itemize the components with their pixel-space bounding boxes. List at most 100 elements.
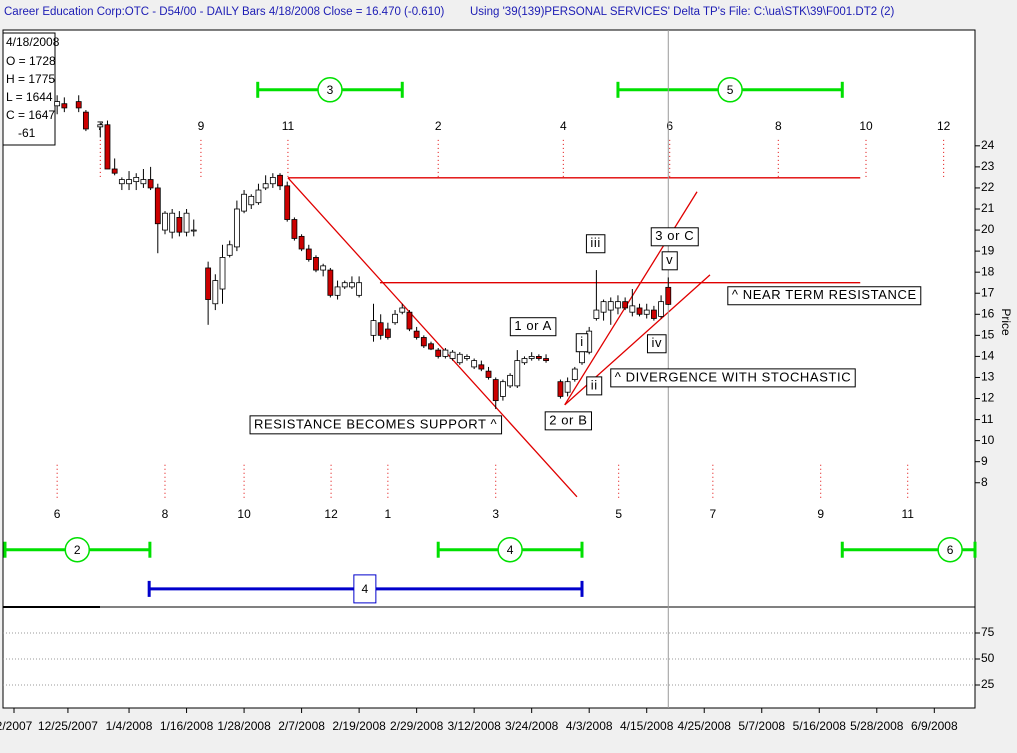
cycle-marker-label: 10 xyxy=(859,119,873,133)
annotation-box xyxy=(249,415,503,435)
x-tick-label: 4/15/2008 xyxy=(620,719,674,733)
y-tick-label: 24 xyxy=(981,138,995,152)
annotation: 3 or C xyxy=(655,228,694,243)
candle-body xyxy=(305,248,312,260)
y-tick-label: 19 xyxy=(981,243,995,257)
candle-body xyxy=(442,349,449,357)
cycle-marker-label: 12 xyxy=(324,507,338,521)
candle-body xyxy=(600,301,607,313)
candle-body xyxy=(183,212,190,233)
candle-body xyxy=(241,193,247,212)
cycle-marker-label: 8 xyxy=(162,507,169,521)
candle-body xyxy=(82,111,89,130)
x-tick-label: 1/28/2008 xyxy=(217,719,271,733)
candle-body xyxy=(607,301,614,311)
candle-body xyxy=(284,185,291,220)
candle-body xyxy=(298,235,305,250)
y-tick-label: 8 xyxy=(981,475,988,489)
candle-body xyxy=(384,328,391,338)
trendline xyxy=(287,177,578,498)
y-tick-label: 15 xyxy=(981,328,995,342)
cycle-label: 6 xyxy=(947,543,954,557)
y-tick-label: 13 xyxy=(981,370,995,384)
candle-body xyxy=(471,360,478,368)
candle-body xyxy=(420,337,427,347)
annotation-box xyxy=(585,234,606,254)
cycle-marker-label: 4 xyxy=(560,119,567,133)
candle-body xyxy=(176,217,183,233)
annotation: iii xyxy=(590,235,600,250)
candle-body xyxy=(377,322,384,336)
candle-body xyxy=(190,229,197,232)
candle-body xyxy=(636,307,643,315)
candle-body xyxy=(456,353,463,364)
candle-body xyxy=(147,179,154,189)
cycle-marker-label: 6 xyxy=(666,119,673,133)
candle-body xyxy=(399,307,406,313)
candle-body xyxy=(327,269,334,296)
info-line: L = 1644 xyxy=(6,90,53,104)
annotation-box xyxy=(610,368,856,388)
cycle-label-box xyxy=(353,574,377,604)
cycle-label-circle xyxy=(937,536,963,563)
x-tick-label: 5/16/2008 xyxy=(793,719,847,733)
cycle-marker-label: 7 xyxy=(710,507,717,521)
candle-body xyxy=(449,351,456,359)
cycle-label: 5 xyxy=(727,83,734,97)
y-tick-label: 16 xyxy=(981,306,995,320)
x-tick-label: 5/7/2008 xyxy=(738,719,785,733)
annotation: v xyxy=(666,252,673,267)
cycle-label: 4 xyxy=(507,543,514,557)
cycle-marker-label: 10 xyxy=(237,507,251,521)
info-line: O = 1728 xyxy=(6,54,56,68)
candle-body xyxy=(61,103,68,109)
cycle-label: 4 xyxy=(362,582,369,596)
candle-body xyxy=(665,286,672,305)
cycle-label-circle xyxy=(497,536,523,563)
candle-body xyxy=(658,301,664,317)
y-tick-label: 20 xyxy=(981,222,995,236)
annotation-box xyxy=(509,317,557,337)
candle-body xyxy=(219,257,226,290)
annotation: ^ NEAR TERM RESISTANCE xyxy=(732,287,917,302)
candle-body xyxy=(104,124,111,170)
candle-body xyxy=(111,168,118,174)
candle-body xyxy=(262,183,269,189)
candle-body xyxy=(500,381,506,397)
candle-body xyxy=(162,212,168,231)
y-tick-label: 14 xyxy=(981,349,995,363)
candle-body xyxy=(643,309,650,315)
cycle-marker-label: 6 xyxy=(54,507,61,521)
x-tick-label: 2/7/2008 xyxy=(278,719,325,733)
y-tick-label: 21 xyxy=(981,201,995,215)
candle-body xyxy=(349,282,355,288)
info-line: 4/18/2008 xyxy=(6,35,60,49)
candle-body xyxy=(255,189,262,204)
annotation-box xyxy=(661,251,678,271)
cycle-marker-label: 11 xyxy=(282,119,295,133)
cycle-marker-label: 3 xyxy=(492,507,499,521)
candle-body xyxy=(75,101,82,109)
header-left: Career Education Corp:OTC - D54/00 - DAI… xyxy=(4,6,444,18)
trendline xyxy=(564,191,698,406)
candle-body xyxy=(291,219,298,239)
annotation: ii xyxy=(591,377,598,392)
candle-body xyxy=(154,187,161,225)
x-tick-label: 4/25/2008 xyxy=(678,719,732,733)
x-tick-label: 5/28/2008 xyxy=(850,719,904,733)
candle-body xyxy=(320,265,327,271)
candle-body xyxy=(269,177,276,185)
candle-body xyxy=(629,305,636,313)
x-tick-label: 3/12/2008 xyxy=(447,719,501,733)
annotation: i xyxy=(580,334,584,349)
cycle-marker-label: 9 xyxy=(817,507,824,521)
candle-body xyxy=(97,124,104,128)
candle-body xyxy=(212,280,219,305)
candle-body xyxy=(514,360,521,387)
x-tick-label: 6/9/2008 xyxy=(911,719,958,733)
y-tick-label: 12 xyxy=(981,391,995,405)
y-tick-label: 11 xyxy=(981,412,994,426)
cycle-marker-label: 1 xyxy=(385,507,392,521)
candle-body xyxy=(54,101,61,107)
